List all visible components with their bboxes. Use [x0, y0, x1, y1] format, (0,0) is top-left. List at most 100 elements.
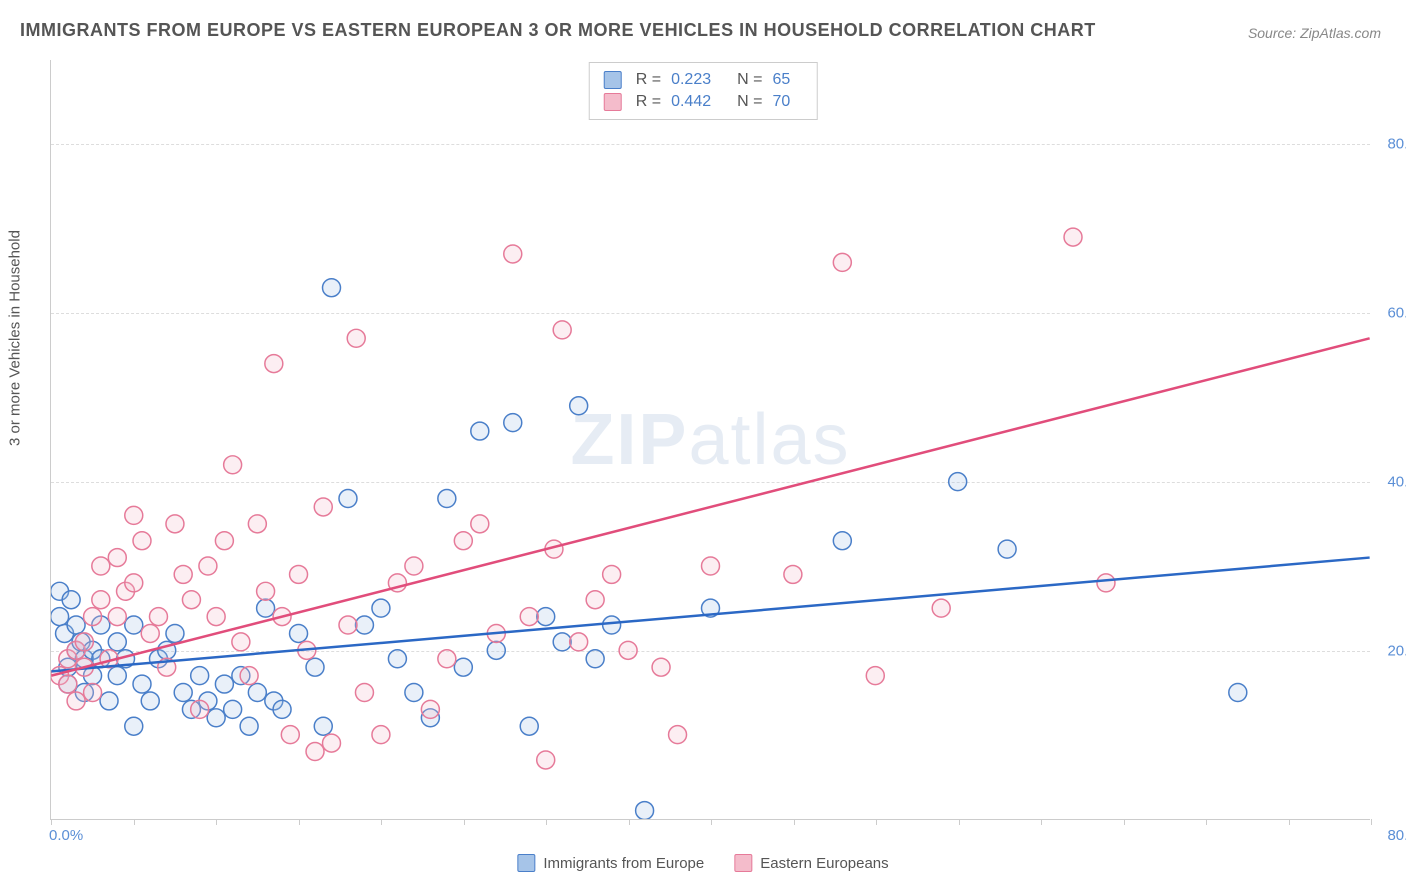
scatter-point [421, 700, 439, 718]
y-tick-label: 80.0% [1375, 136, 1406, 153]
scatter-point [67, 692, 85, 710]
scatter-point [290, 624, 308, 642]
r-label-1: R = [636, 71, 661, 89]
x-tick-label-left: 0.0% [49, 827, 83, 844]
scatter-point [108, 549, 126, 567]
r-value-2: 0.442 [671, 93, 711, 111]
scatter-point [314, 717, 332, 735]
scatter-point [355, 684, 373, 702]
scatter-point [438, 650, 456, 668]
scatter-point [347, 329, 365, 347]
scatter-point [125, 717, 143, 735]
legend-label-1: Immigrants from Europe [543, 855, 704, 872]
trend-line [51, 338, 1369, 675]
source-citation: Source: ZipAtlas.com [1248, 25, 1381, 41]
scatter-point [553, 321, 571, 339]
scatter-plot-svg [51, 60, 1370, 819]
scatter-point [504, 245, 522, 263]
scatter-point [454, 658, 472, 676]
scatter-point [669, 726, 687, 744]
scatter-point [619, 641, 637, 659]
scatter-point [75, 633, 93, 651]
scatter-point [314, 498, 332, 516]
scatter-point [133, 532, 151, 550]
scatter-point [784, 565, 802, 583]
x-tick-label-right: 80.0% [1387, 827, 1406, 844]
scatter-point [108, 667, 126, 685]
scatter-point [207, 608, 225, 626]
scatter-point [207, 709, 225, 727]
scatter-point [471, 422, 489, 440]
x-tick-mark [1041, 819, 1042, 825]
scatter-point [570, 397, 588, 415]
legend-item-2: Eastern Europeans [734, 854, 888, 872]
x-tick-mark [876, 819, 877, 825]
scatter-point [257, 582, 275, 600]
scatter-point [125, 616, 143, 634]
legend-swatch-2 [734, 854, 752, 872]
scatter-point [248, 684, 266, 702]
scatter-point [949, 473, 967, 491]
scatter-point [92, 557, 110, 575]
scatter-point [240, 667, 258, 685]
scatter-point [405, 557, 423, 575]
scatter-point [833, 253, 851, 271]
scatter-point [603, 616, 621, 634]
scatter-point [471, 515, 489, 533]
x-tick-mark [1124, 819, 1125, 825]
scatter-point [339, 616, 357, 634]
scatter-point [166, 515, 184, 533]
scatter-point [454, 532, 472, 550]
r-label-2: R = [636, 93, 661, 111]
scatter-point [306, 658, 324, 676]
scatter-point [224, 456, 242, 474]
chart-title: IMMIGRANTS FROM EUROPE VS EASTERN EUROPE… [20, 20, 1096, 41]
x-tick-mark [1206, 819, 1207, 825]
scatter-point [388, 650, 406, 668]
legend-item-1: Immigrants from Europe [517, 854, 704, 872]
scatter-point [405, 684, 423, 702]
scatter-point [504, 414, 522, 432]
scatter-point [487, 641, 505, 659]
scatter-point [570, 633, 588, 651]
chart-plot-area: ZIPatlas 20.0%40.0%60.0%80.0%0.0%80.0% [50, 60, 1370, 820]
scatter-point [520, 608, 538, 626]
scatter-point [84, 608, 102, 626]
swatch-series1 [604, 71, 622, 89]
scatter-point [273, 700, 291, 718]
bottom-legend: Immigrants from Europe Eastern Europeans [517, 854, 888, 872]
scatter-point [652, 658, 670, 676]
scatter-point [866, 667, 884, 685]
scatter-point [141, 692, 159, 710]
x-tick-mark [959, 819, 960, 825]
scatter-point [92, 591, 110, 609]
x-tick-mark [546, 819, 547, 825]
scatter-point [702, 557, 720, 575]
x-tick-mark [1371, 819, 1372, 825]
x-tick-mark [711, 819, 712, 825]
scatter-point [232, 633, 250, 651]
x-tick-mark [629, 819, 630, 825]
scatter-point [215, 532, 233, 550]
scatter-point [84, 684, 102, 702]
n-value-2: 70 [772, 93, 790, 111]
scatter-point [108, 608, 126, 626]
y-tick-label: 40.0% [1375, 474, 1406, 491]
scatter-point [833, 532, 851, 550]
scatter-point [191, 667, 209, 685]
scatter-point [133, 675, 151, 693]
scatter-point [174, 684, 192, 702]
scatter-point [603, 565, 621, 583]
scatter-point [520, 717, 538, 735]
n-label-1: N = [737, 71, 762, 89]
scatter-point [438, 490, 456, 508]
scatter-point [636, 802, 654, 819]
scatter-point [191, 700, 209, 718]
scatter-point [265, 355, 283, 373]
x-tick-mark [381, 819, 382, 825]
scatter-point [306, 743, 324, 761]
scatter-point [240, 717, 258, 735]
scatter-point [290, 565, 308, 583]
scatter-point [149, 608, 167, 626]
scatter-point [125, 574, 143, 592]
